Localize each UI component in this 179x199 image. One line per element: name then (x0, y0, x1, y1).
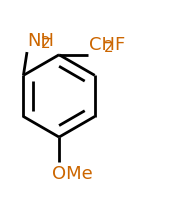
Text: NH: NH (27, 32, 54, 50)
Text: OMe: OMe (52, 165, 93, 183)
Text: CHF: CHF (89, 36, 125, 54)
Text: 2: 2 (104, 40, 114, 55)
Text: 2: 2 (40, 36, 50, 51)
